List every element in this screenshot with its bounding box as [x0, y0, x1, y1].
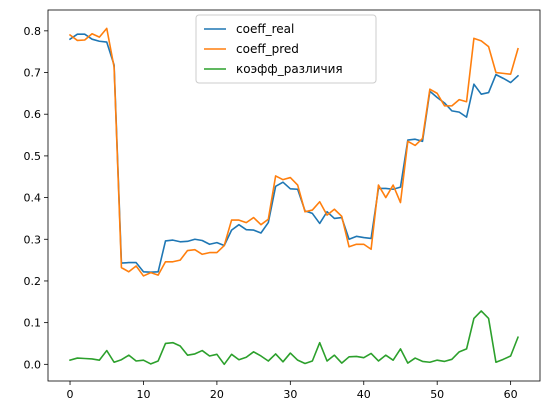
y-tick-label: 0.3	[24, 233, 42, 246]
series-line-coeff_real	[68, 33, 520, 274]
x-tick-label: 40	[357, 388, 371, 401]
legend-label: коэфф_различия	[236, 62, 343, 76]
legend-label: coeff_real	[236, 22, 294, 36]
x-axis: 0 10 20 30 40 50 60	[67, 381, 518, 401]
x-tick-label: 30	[283, 388, 297, 401]
y-tick-label: 0.0	[24, 358, 42, 371]
legend-label: coeff_pred	[236, 42, 299, 56]
y-tick-label: 0.5	[24, 150, 42, 163]
y-tick-label: 0.6	[24, 108, 42, 121]
legend-box	[195, 14, 377, 84]
x-tick-label: 0	[67, 388, 74, 401]
y-tick-label: 0.8	[24, 25, 42, 38]
x-tick-label: 10	[136, 388, 150, 401]
y-tick-label: 0.7	[24, 67, 42, 80]
series-line-коэфф_различия	[69, 310, 520, 366]
x-tick-label: 50	[430, 388, 444, 401]
series-line-coeff_pred	[68, 27, 519, 277]
y-tick-label: 0.4	[24, 192, 42, 205]
y-axis: 0.0 0.1 0.2 0.3 0.4 0.5 0.6 0.7 0.8	[24, 25, 48, 371]
x-tick-label: 20	[210, 388, 224, 401]
plot-frame	[47, 9, 541, 382]
series-layer	[68, 27, 520, 366]
y-tick-label: 0.2	[24, 275, 42, 288]
x-tick-label: 60	[504, 388, 518, 401]
y-tick-label: 0.1	[24, 317, 42, 330]
legend: coeff_real coeff_pred коэфф_различия	[195, 14, 377, 84]
